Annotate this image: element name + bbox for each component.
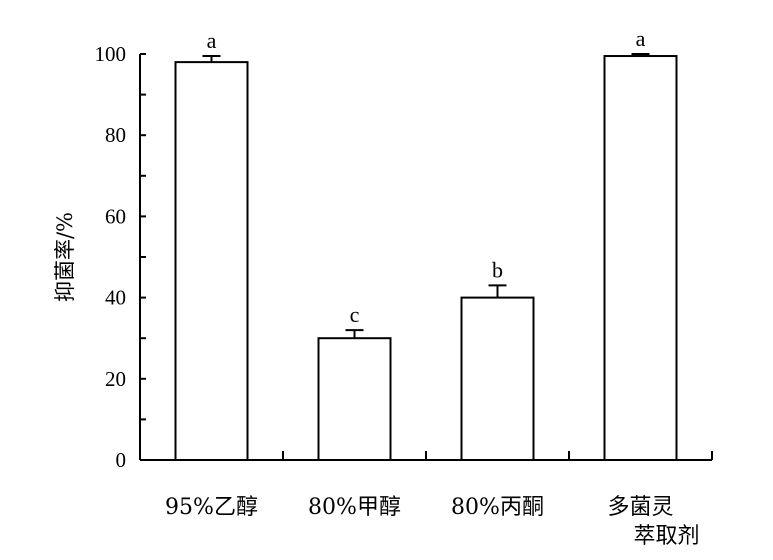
x-tick-label: 95%乙醇 xyxy=(165,495,258,520)
x-tick-label: 80%丙酮 xyxy=(451,495,544,520)
x-tick-label: 多菌灵 xyxy=(607,495,673,520)
y-tick-label: 100 xyxy=(95,42,127,66)
significance-label: a xyxy=(636,26,646,51)
significance-label: c xyxy=(350,302,360,327)
y-axis-title: 抑菌率/% xyxy=(53,212,77,302)
y-tick-label: 60 xyxy=(105,204,126,228)
y-tick-label: 20 xyxy=(105,367,126,391)
bar xyxy=(603,55,678,461)
significance-label: b xyxy=(492,257,503,282)
y-tick-label: 80 xyxy=(105,123,126,147)
y-tick-label: 0 xyxy=(116,448,127,472)
bar xyxy=(317,337,392,462)
bar xyxy=(174,61,249,462)
y-tick-label: 40 xyxy=(105,286,126,310)
x-tick-label: 80%甲醇 xyxy=(308,495,401,520)
significance-label: a xyxy=(207,28,217,53)
bar xyxy=(460,296,535,461)
bars xyxy=(174,53,678,462)
x-tick-label: 萃取剂 xyxy=(633,524,699,549)
